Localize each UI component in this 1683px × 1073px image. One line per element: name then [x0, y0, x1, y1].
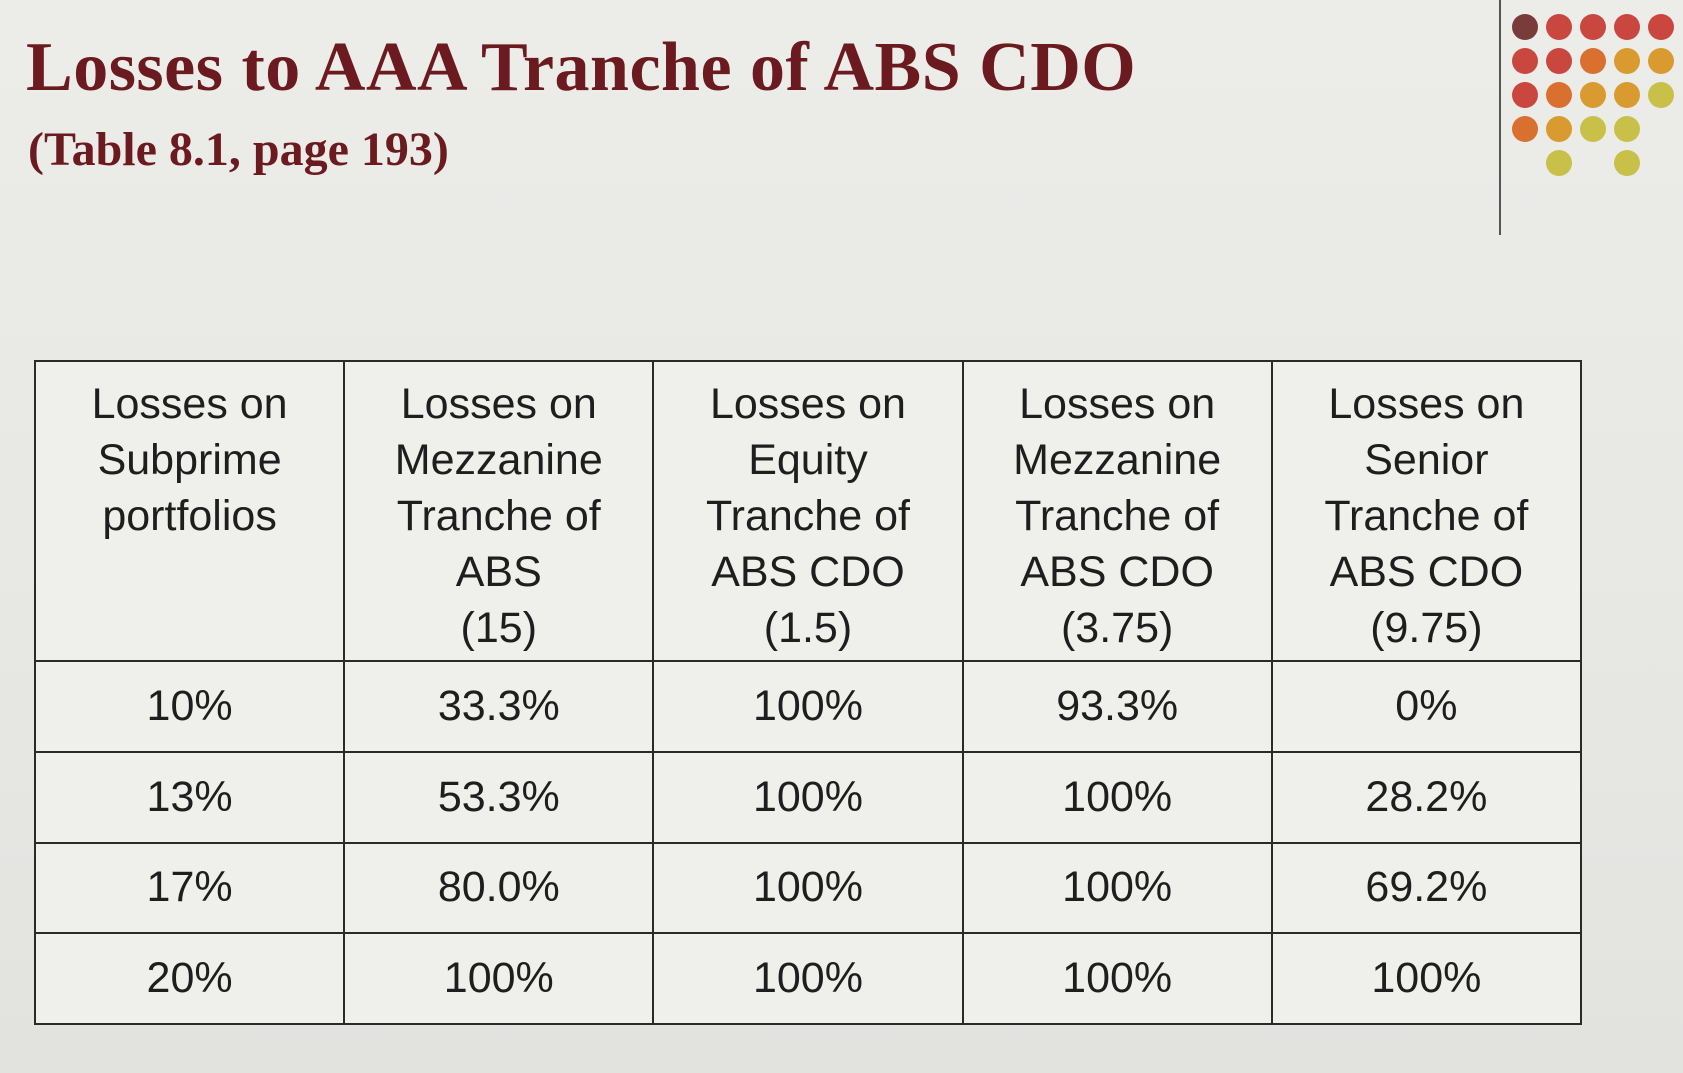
table-cell: 100% [343, 932, 655, 1025]
table-cell: 17% [33, 841, 346, 935]
decorative-dot [1580, 116, 1606, 142]
decorative-dot [1614, 82, 1640, 108]
losses-table-container: Losses on Subprime portfolios Losses on Mezz… [33, 360, 1583, 1025]
table-cell: 69.2% [1270, 841, 1583, 935]
column-header-line: Senior [1364, 436, 1489, 484]
column-header-line: Tranche of [705, 492, 910, 540]
column-header-line: (1.5) [763, 604, 853, 652]
table-cell: 100% [961, 932, 1273, 1025]
table-cell: 0% [1270, 660, 1583, 753]
table-cell: 93.3% [961, 660, 1273, 753]
decorative-dot [1546, 150, 1572, 176]
column-header-line: Losses on [709, 380, 906, 428]
column-header: Losses on Mezzanine Tranche of ABS CDO (3.75… [961, 360, 1273, 662]
decorative-dot [1614, 14, 1640, 40]
decorative-dot [1648, 14, 1674, 40]
decorative-dot [1512, 116, 1538, 142]
decorative-dot [1512, 14, 1538, 40]
column-header-line: Equity [748, 436, 868, 484]
decorative-dot [1580, 82, 1606, 108]
column-header-line: Tranche of [1015, 492, 1220, 540]
table-cell: 100% [652, 932, 964, 1025]
decorative-dot [1546, 116, 1572, 142]
decorative-dot [1546, 14, 1572, 40]
table-cell: 100% [1270, 932, 1583, 1025]
table-cell: 20% [33, 932, 346, 1025]
losses-table: Losses on Subprime portfolios Losses on Mezz… [33, 360, 1583, 1025]
column-header-line: Mezzanine [394, 436, 603, 484]
column-header-line: ABS CDO [711, 548, 905, 596]
table-cell: 33.3% [343, 660, 655, 753]
decorative-dot [1546, 48, 1572, 74]
column-header: Losses on Mezzanine Tranche of ABS (15) [343, 360, 655, 662]
table-row: 20% 100% 100% 100% 100% [33, 932, 1583, 1025]
table-header-row: Losses on Subprime portfolios Losses on Mezz… [33, 360, 1583, 662]
table-row: 10% 33.3% 100% 93.3% 0% [33, 660, 1583, 753]
column-header-line: Tranche of [396, 492, 601, 540]
decorative-dot [1648, 82, 1674, 108]
decorative-dot [1580, 48, 1606, 74]
decorative-dot [1512, 82, 1538, 108]
column-header-line: Losses on [91, 380, 288, 428]
column-header-line: (3.75) [1060, 604, 1174, 652]
decorative-dot-grid [1512, 14, 1676, 189]
table-cell: 100% [961, 750, 1273, 844]
decorative-dot [1580, 14, 1606, 40]
column-header-line: (9.75) [1370, 604, 1483, 652]
column-header-line: portfolios [102, 492, 277, 540]
column-header-line: Tranche of [1324, 492, 1529, 540]
slide-subtitle: (Table 8.1, page 193) [28, 123, 449, 176]
decorative-dot [1546, 82, 1572, 108]
table-cell: 100% [652, 660, 964, 753]
table-cell: 10% [33, 660, 346, 753]
column-header-line: ABS CDO [1020, 548, 1214, 596]
column-header-line: Losses on [1019, 380, 1216, 428]
column-header-line: Mezzanine [1013, 436, 1222, 484]
column-header-line: Losses on [1328, 380, 1525, 428]
column-header: Losses on Senior Tranche of ABS CDO (9.75) [1270, 360, 1583, 662]
column-header-line: Losses on [400, 380, 597, 428]
column-header: Losses on Equity Tranche of ABS CDO (1.5) [652, 360, 964, 662]
table-cell: 13% [33, 750, 346, 844]
table-row: 13% 53.3% 100% 100% 28.2% [33, 750, 1583, 844]
table-cell: 28.2% [1270, 750, 1583, 844]
column-header-line: Subprime [97, 436, 282, 484]
decorative-rule [1499, 0, 1501, 235]
decorative-dot [1614, 48, 1640, 74]
column-header: Losses on Subprime portfolios [33, 360, 346, 662]
table-row: 17% 80.0% 100% 100% 69.2% [33, 841, 1583, 935]
column-header-line: ABS [455, 548, 542, 596]
table-cell: 53.3% [343, 750, 655, 844]
table-cell: 100% [652, 841, 964, 935]
table-body: 10% 33.3% 100% 93.3% 0% 13% 53.3% 100% 100% 28.2%… [33, 660, 1583, 1025]
table-cell: 100% [961, 841, 1273, 935]
table-cell: 80.0% [343, 841, 655, 935]
decorative-dot [1614, 150, 1640, 176]
decorative-dot [1512, 48, 1538, 74]
table-cell: 100% [652, 750, 964, 844]
decorative-dot [1648, 48, 1674, 74]
slide-title: Losses to AAA Tranche of ABS CDO [26, 29, 1137, 106]
column-header-line: (15) [460, 604, 538, 652]
column-header-line: ABS CDO [1329, 548, 1524, 596]
decorative-dot [1614, 116, 1640, 142]
